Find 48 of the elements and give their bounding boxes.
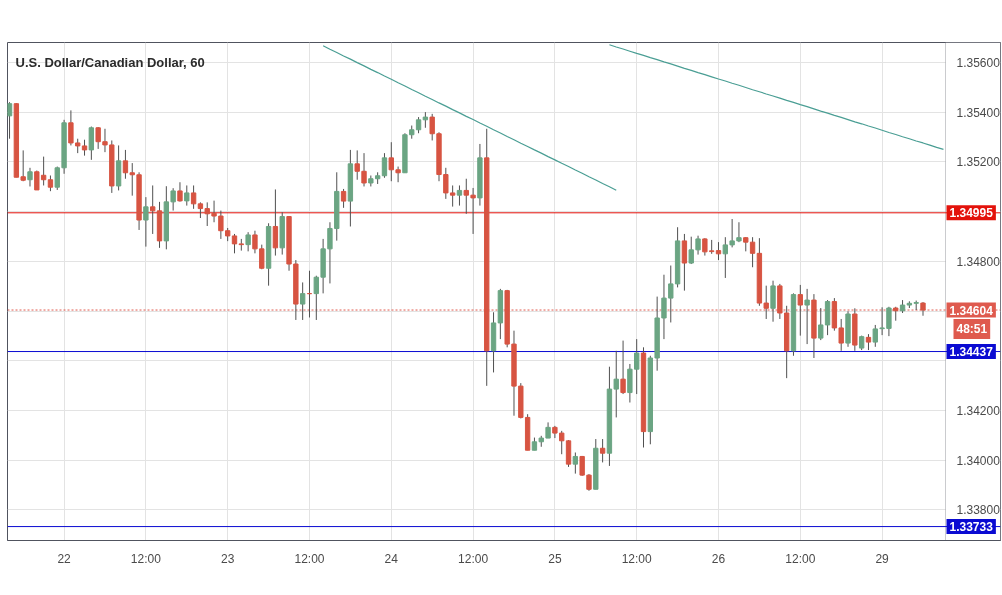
x-tick-label: 25 xyxy=(548,551,562,566)
x-tick-label: 12:00 xyxy=(785,551,816,566)
candlestick xyxy=(599,438,606,463)
candlestick xyxy=(395,166,401,183)
candlestick xyxy=(177,181,183,203)
x-tick-label: 12:00 xyxy=(130,551,162,566)
x-tick-label: 12:00 xyxy=(458,551,489,566)
y-tick-label: 1.34000 xyxy=(956,453,1001,468)
candlestick xyxy=(770,280,776,323)
candlestick xyxy=(388,141,394,182)
x-tick-label: 22 xyxy=(57,551,72,566)
x-tick-label: 23 xyxy=(221,551,235,566)
candlestick xyxy=(340,188,347,209)
line-series xyxy=(322,45,617,191)
text: 48:51 xyxy=(956,322,988,337)
candlestick xyxy=(190,184,197,210)
x-tick-label: 12:00 xyxy=(294,551,325,566)
candlestick xyxy=(313,275,319,321)
ref-line-label: 1.34995 xyxy=(949,206,994,221)
x-tick-label: 26 xyxy=(711,551,726,566)
y-tick-label: 1.35400 xyxy=(956,105,1001,120)
candlestick xyxy=(184,184,190,207)
line-series xyxy=(608,44,945,151)
candlestick xyxy=(272,188,279,257)
x-tick-label: 12:00 xyxy=(621,551,653,566)
candlestick xyxy=(299,281,306,321)
candlestick xyxy=(245,231,251,252)
candlestick xyxy=(572,451,579,475)
candlestick xyxy=(681,233,688,292)
y-tick-label: 1.34200 xyxy=(956,403,1001,418)
text: U.S. Dollar/Canadian Dollar, 60 xyxy=(15,54,205,70)
candlestick xyxy=(620,340,626,395)
y-tick-label: 1.35200 xyxy=(956,155,1001,170)
x-tick-label: 24 xyxy=(384,551,399,566)
candlestick xyxy=(456,184,463,207)
ref-line-label: 1.33733 xyxy=(949,520,994,535)
candlestick xyxy=(381,152,388,179)
candlestick xyxy=(804,288,810,345)
ref-line-label: 1.34437 xyxy=(949,345,994,360)
candlestick xyxy=(143,196,149,248)
candlestick xyxy=(122,149,129,180)
y-tick-label: 1.33800 xyxy=(956,503,1001,518)
y-tick-label: 1.35600 xyxy=(956,55,1001,70)
candlestick xyxy=(88,126,95,161)
y-tick-label: 1.34800 xyxy=(956,254,1001,269)
x-tick-label: 29 xyxy=(875,551,890,566)
ref-line-label: 1.34604 xyxy=(949,303,994,318)
candlestick xyxy=(27,167,33,187)
